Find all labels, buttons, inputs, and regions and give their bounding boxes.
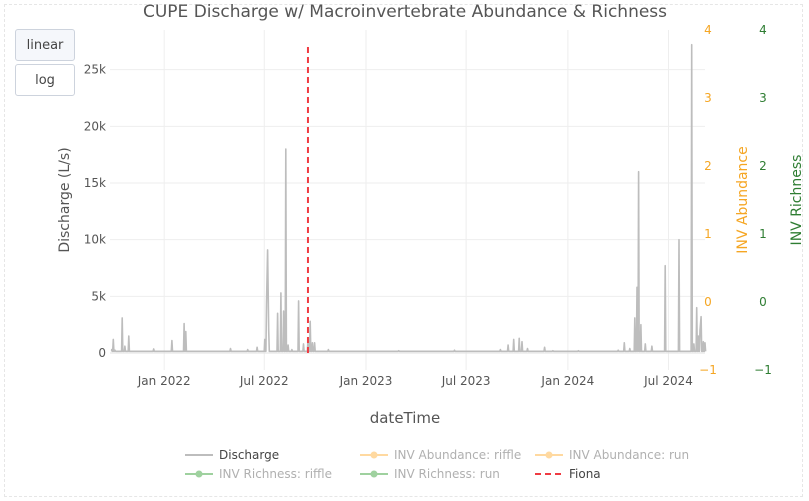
date-axis: Jan 2022 Jul 2022 Jan 2023 Jul 2023 Jan 2024… bbox=[137, 374, 693, 388]
richness-tick-label: 2 bbox=[759, 159, 767, 173]
x-tick-label: Jul 2024 bbox=[643, 374, 693, 388]
x-axis-label: dateTime bbox=[370, 409, 441, 427]
abundance-axis-label: INV Abundance bbox=[735, 146, 751, 254]
abundance-tick-label: 4 bbox=[704, 23, 712, 37]
x-tick-label: Jan 2022 bbox=[137, 374, 191, 388]
legend-label: INV Abundance: riffle bbox=[394, 448, 521, 462]
legend-fiona: Fiona bbox=[535, 467, 601, 481]
legend-label: Fiona bbox=[569, 467, 601, 481]
discharge-tick-label: 0 bbox=[98, 346, 106, 360]
abundance-axis: −1 0 1 2 3 4 bbox=[699, 23, 717, 377]
legend-marker bbox=[195, 470, 203, 478]
richness-tick-label: 4 bbox=[759, 23, 767, 37]
legend-label: INV Richness: run bbox=[394, 467, 500, 481]
discharge-axis-label: Discharge (L/s) bbox=[57, 147, 73, 252]
discharge-axis: 0 5k 10k 15k 20k 25k bbox=[84, 63, 106, 360]
legend-label: INV Richness: riffle bbox=[219, 467, 332, 481]
legend-richness-run: INV Richness: run bbox=[360, 467, 500, 481]
legend-abundance-riffle: INV Abundance: riffle bbox=[360, 448, 521, 462]
richness-tick-label: −1 bbox=[754, 363, 772, 377]
abundance-tick-label: −1 bbox=[699, 363, 717, 377]
richness-axis: −1 0 1 2 3 4 bbox=[754, 23, 772, 377]
linear-scale-button[interactable]: linear bbox=[15, 29, 75, 61]
legend-marker bbox=[370, 470, 378, 478]
gridlines bbox=[110, 30, 705, 370]
discharge-tick-label: 5k bbox=[91, 289, 106, 303]
discharge-tick-label: 20k bbox=[84, 119, 106, 133]
x-tick-label: Jul 2022 bbox=[239, 374, 289, 388]
legend-label: INV Abundance: run bbox=[569, 448, 689, 462]
legend-marker bbox=[370, 451, 378, 459]
richness-axis-label: INV Richness bbox=[789, 155, 805, 246]
legend-abundance-run: INV Abundance: run bbox=[535, 448, 689, 462]
log-scale-button[interactable]: log bbox=[15, 64, 75, 96]
abundance-tick-label: 0 bbox=[704, 295, 712, 309]
x-tick-label: Jan 2024 bbox=[540, 374, 594, 388]
legend: Discharge INV Abundance: riffle INV Abunda… bbox=[185, 448, 689, 481]
chart-title: CUPE Discharge w/ Macroinvertebrate Abun… bbox=[143, 2, 667, 22]
abundance-tick-label: 2 bbox=[704, 159, 712, 173]
legend-discharge: Discharge bbox=[185, 448, 279, 462]
abundance-tick-label: 3 bbox=[704, 91, 712, 105]
legend-label: Discharge bbox=[219, 448, 279, 462]
richness-tick-label: 1 bbox=[759, 227, 767, 241]
discharge-tick-label: 15k bbox=[84, 176, 106, 190]
discharge-tick-label: 10k bbox=[84, 233, 106, 247]
legend-richness-riffle: INV Richness: riffle bbox=[185, 467, 332, 481]
x-tick-label: Jan 2023 bbox=[339, 374, 393, 388]
richness-tick-label: 0 bbox=[759, 295, 767, 309]
legend-marker bbox=[545, 451, 553, 459]
chart-frame bbox=[4, 4, 803, 497]
plot-area[interactable] bbox=[110, 43, 707, 353]
discharge-tick-label: 25k bbox=[84, 63, 106, 77]
richness-tick-label: 3 bbox=[759, 91, 767, 105]
x-tick-label: Jul 2023 bbox=[441, 374, 491, 388]
abundance-tick-label: 1 bbox=[704, 227, 712, 241]
discharge-series-line bbox=[110, 43, 707, 353]
